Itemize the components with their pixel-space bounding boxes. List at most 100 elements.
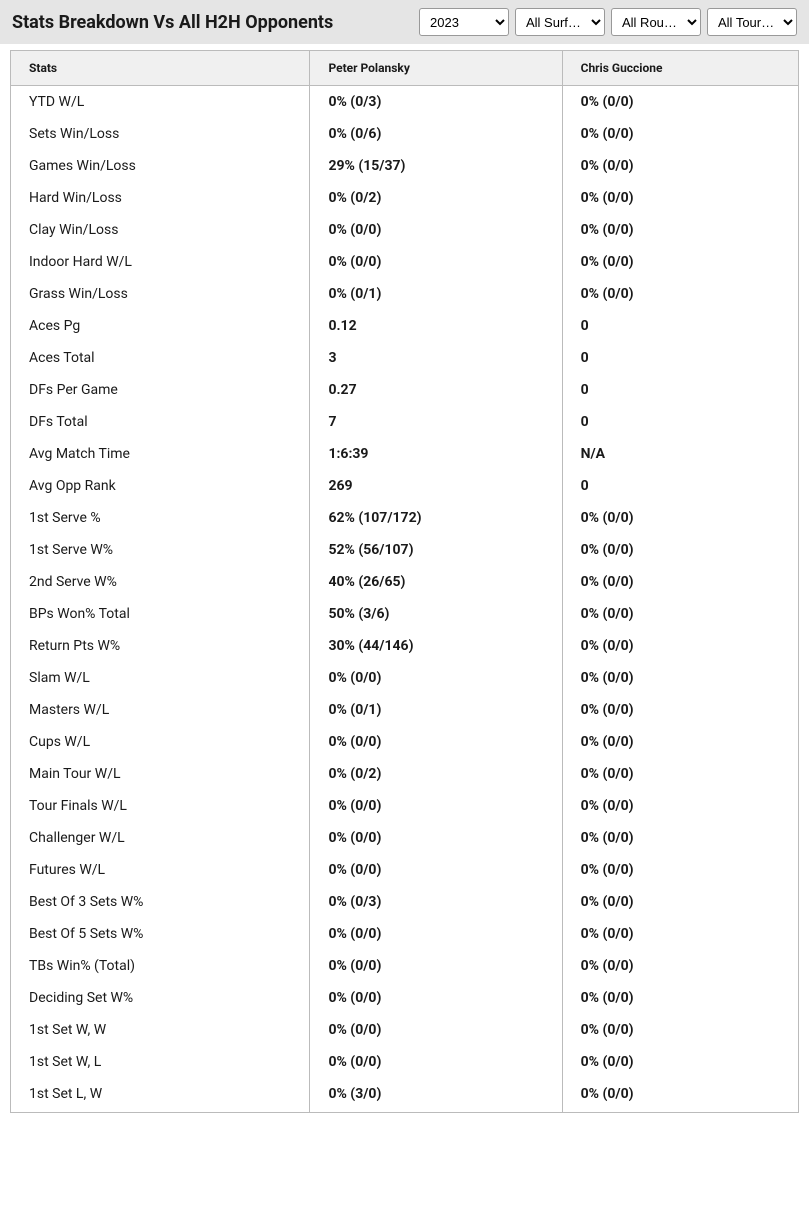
stat-label: Best Of 3 Sets W% [11, 886, 310, 918]
table-row: Games Win/Loss29% (15/37)0% (0/0) [11, 150, 799, 182]
player2-value: 0 [562, 310, 798, 342]
stat-label: Aces Pg [11, 310, 310, 342]
stat-label: TBs Win% (Total) [11, 950, 310, 982]
table-row: YTD W/L0% (0/3)0% (0/0) [11, 86, 799, 119]
player1-value: 0% (0/1) [310, 694, 562, 726]
table-row: Cups W/L0% (0/0)0% (0/0) [11, 726, 799, 758]
table-row: Aces Total30 [11, 342, 799, 374]
table-row: Masters W/L0% (0/1)0% (0/0) [11, 694, 799, 726]
stat-label: Best Of 5 Sets W% [11, 918, 310, 950]
player1-value: 0% (0/0) [310, 822, 562, 854]
table-row: Best Of 5 Sets W%0% (0/0)0% (0/0) [11, 918, 799, 950]
player1-value: 0% (0/0) [310, 1014, 562, 1046]
player2-value: 0% (0/0) [562, 790, 798, 822]
table-row: 2nd Serve W%40% (26/65)0% (0/0) [11, 566, 799, 598]
player1-value: 7 [310, 406, 562, 438]
player1-value: 0% (0/0) [310, 662, 562, 694]
stat-label: DFs Total [11, 406, 310, 438]
player1-value: 0% (0/0) [310, 214, 562, 246]
stat-label: Aces Total [11, 342, 310, 374]
year-filter[interactable]: 2023 [419, 8, 509, 36]
player1-value: 30% (44/146) [310, 630, 562, 662]
player2-value: 0 [562, 406, 798, 438]
table-row: Slam W/L0% (0/0)0% (0/0) [11, 662, 799, 694]
stat-label: Tour Finals W/L [11, 790, 310, 822]
player2-value: 0% (0/0) [562, 1078, 798, 1113]
player2-value: 0% (0/0) [562, 246, 798, 278]
player1-value: 40% (26/65) [310, 566, 562, 598]
stat-label: Grass Win/Loss [11, 278, 310, 310]
table-header-row: Stats Peter Polansky Chris Guccione [11, 51, 799, 86]
table-row: Clay Win/Loss0% (0/0)0% (0/0) [11, 214, 799, 246]
table-row: 1st Set L, W0% (3/0)0% (0/0) [11, 1078, 799, 1113]
player1-value: 52% (56/107) [310, 534, 562, 566]
stat-label: Games Win/Loss [11, 150, 310, 182]
player1-value: 0% (0/2) [310, 182, 562, 214]
table-row: Indoor Hard W/L0% (0/0)0% (0/0) [11, 246, 799, 278]
player2-value: 0% (0/0) [562, 662, 798, 694]
player1-value: 3 [310, 342, 562, 374]
player2-value: 0% (0/0) [562, 1014, 798, 1046]
filter-bar: 2023 All Surf… All Rou… All Tour… [419, 8, 797, 36]
stats-header: Stats Breakdown Vs All H2H Opponents 202… [0, 0, 809, 44]
stat-label: 2nd Serve W% [11, 566, 310, 598]
table-row: Deciding Set W%0% (0/0)0% (0/0) [11, 982, 799, 1014]
table-row: 1st Serve W%52% (56/107)0% (0/0) [11, 534, 799, 566]
player2-value: 0% (0/0) [562, 150, 798, 182]
table-row: DFs Total70 [11, 406, 799, 438]
player2-value: 0% (0/0) [562, 118, 798, 150]
stat-label: Cups W/L [11, 726, 310, 758]
player1-value: 0% (0/3) [310, 886, 562, 918]
stat-label: 1st Serve % [11, 502, 310, 534]
table-row: Return Pts W%30% (44/146)0% (0/0) [11, 630, 799, 662]
player2-value: 0% (0/0) [562, 182, 798, 214]
stats-table-wrapper: Stats Peter Polansky Chris Guccione YTD … [0, 44, 809, 1123]
player2-value: 0% (0/0) [562, 918, 798, 950]
player1-value: 1:6:39 [310, 438, 562, 470]
player1-value: 0% (0/0) [310, 246, 562, 278]
player2-value: 0% (0/0) [562, 694, 798, 726]
stat-label: 1st Set W, W [11, 1014, 310, 1046]
player1-value: 0% (0/0) [310, 918, 562, 950]
table-row: Avg Opp Rank2690 [11, 470, 799, 502]
stat-label: Slam W/L [11, 662, 310, 694]
player2-value: 0% (0/0) [562, 278, 798, 310]
stat-label: Return Pts W% [11, 630, 310, 662]
stat-label: Avg Match Time [11, 438, 310, 470]
stat-label: Masters W/L [11, 694, 310, 726]
player2-value: 0% (0/0) [562, 758, 798, 790]
player1-value: 0% (0/0) [310, 1046, 562, 1078]
table-row: TBs Win% (Total)0% (0/0)0% (0/0) [11, 950, 799, 982]
player2-value: 0% (0/0) [562, 630, 798, 662]
table-row: Tour Finals W/L0% (0/0)0% (0/0) [11, 790, 799, 822]
round-filter[interactable]: All Rou… [611, 8, 701, 36]
table-row: 1st Serve %62% (107/172)0% (0/0) [11, 502, 799, 534]
column-header-player1: Peter Polansky [310, 51, 562, 86]
player1-value: 269 [310, 470, 562, 502]
player1-value: 0% (0/0) [310, 982, 562, 1014]
player2-value: 0 [562, 470, 798, 502]
stat-label: Indoor Hard W/L [11, 246, 310, 278]
tour-filter[interactable]: All Tour… [707, 8, 797, 36]
player2-value: 0% (0/0) [562, 598, 798, 630]
table-row: Sets Win/Loss0% (0/6)0% (0/0) [11, 118, 799, 150]
player1-value: 29% (15/37) [310, 150, 562, 182]
player1-value: 0% (0/0) [310, 854, 562, 886]
player1-value: 0% (0/0) [310, 950, 562, 982]
player2-value: 0% (0/0) [562, 982, 798, 1014]
stat-label: Main Tour W/L [11, 758, 310, 790]
stats-table-body: YTD W/L0% (0/3)0% (0/0)Sets Win/Loss0% (… [11, 86, 799, 1113]
player2-value: 0% (0/0) [562, 1046, 798, 1078]
player2-value: 0% (0/0) [562, 566, 798, 598]
player2-value: 0% (0/0) [562, 534, 798, 566]
stat-label: Challenger W/L [11, 822, 310, 854]
player2-value: N/A [562, 438, 798, 470]
player1-value: 0% (3/0) [310, 1078, 562, 1113]
table-row: Hard Win/Loss0% (0/2)0% (0/0) [11, 182, 799, 214]
player2-value: 0% (0/0) [562, 854, 798, 886]
surface-filter[interactable]: All Surf… [515, 8, 605, 36]
player1-value: 0% (0/1) [310, 278, 562, 310]
player1-value: 0.12 [310, 310, 562, 342]
stat-label: Avg Opp Rank [11, 470, 310, 502]
player2-value: 0% (0/0) [562, 502, 798, 534]
